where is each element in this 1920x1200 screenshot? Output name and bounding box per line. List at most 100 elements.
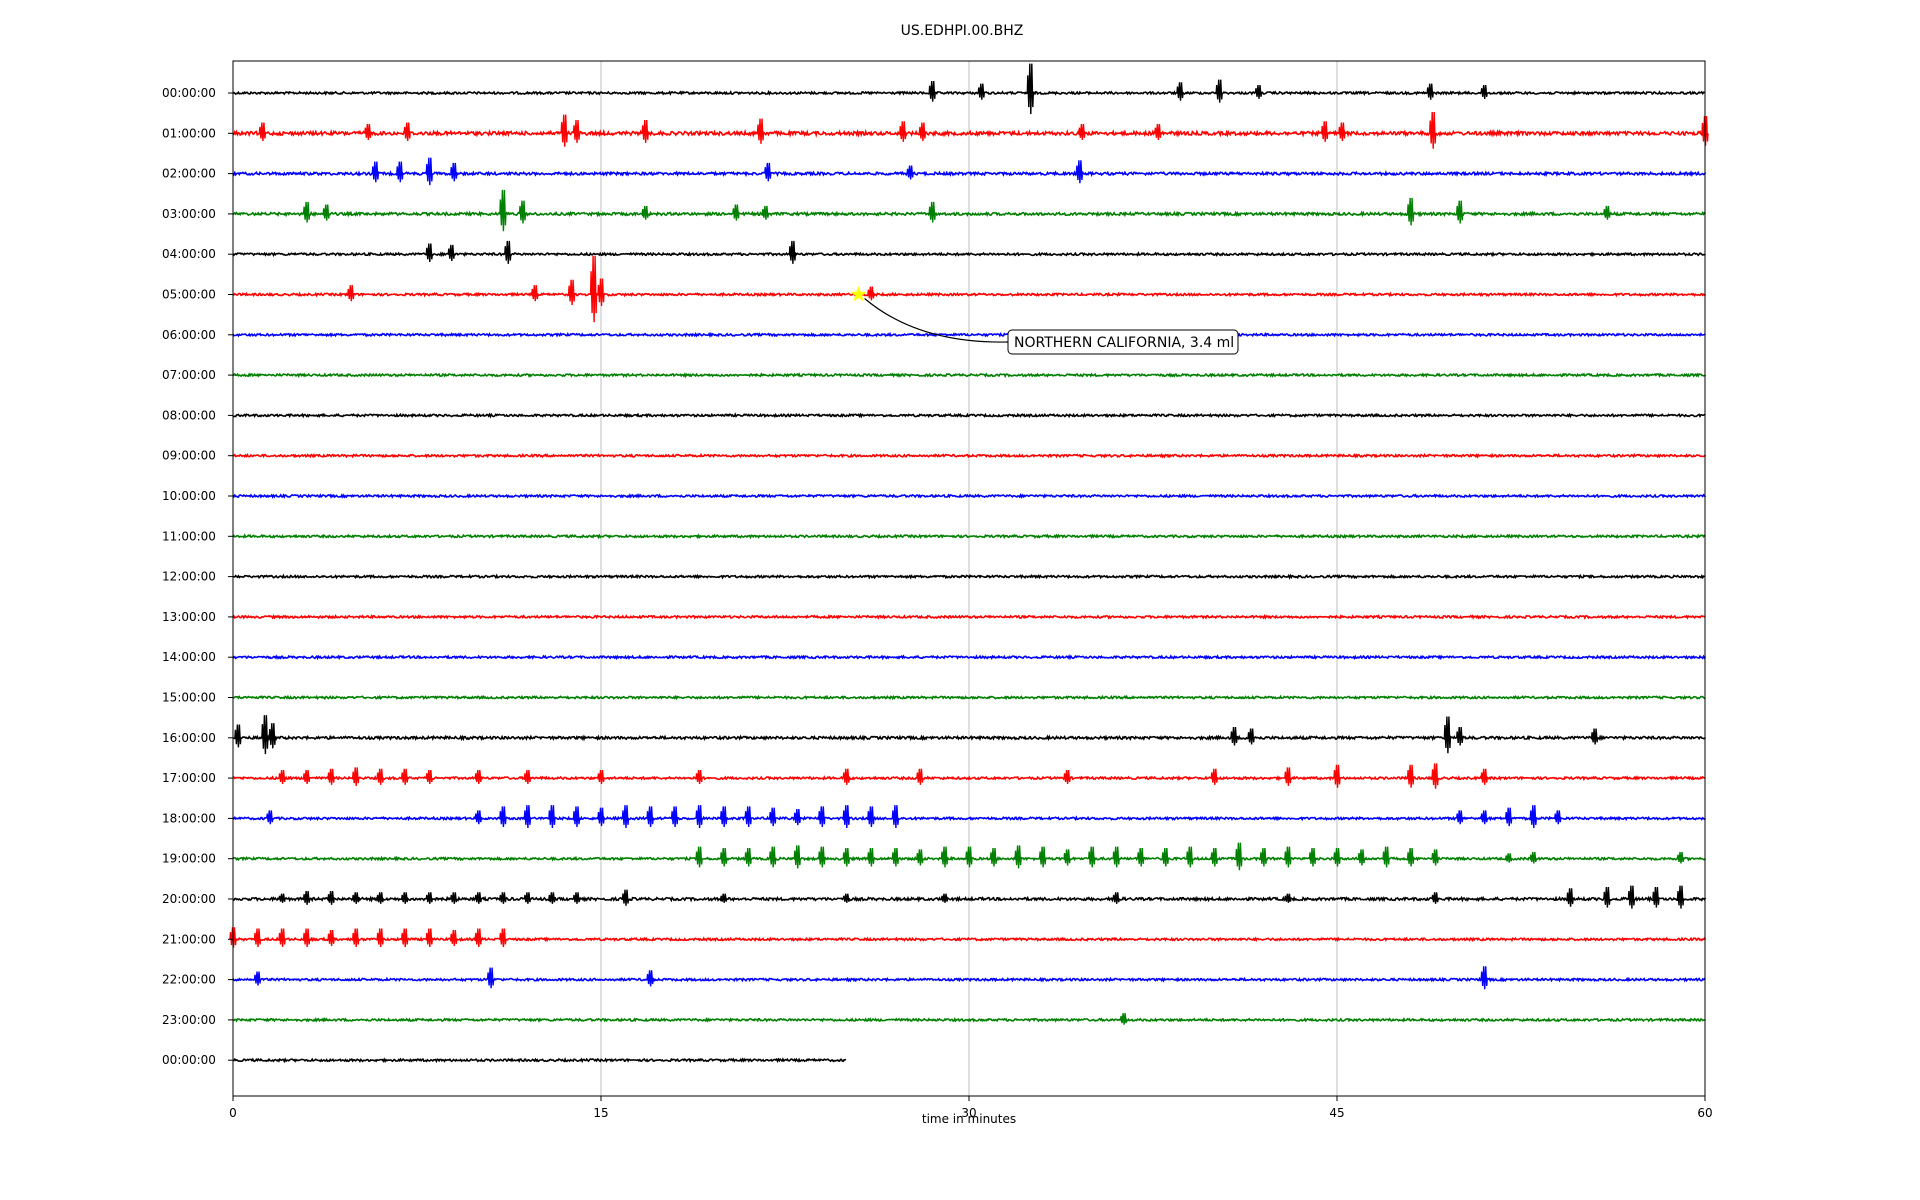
trace-row-13	[232, 613, 1706, 620]
spike-row-1-2	[403, 122, 411, 142]
spike-row-19-24	[1284, 846, 1292, 868]
spike-row-17-10	[695, 770, 703, 784]
trace-row-4	[232, 251, 1706, 258]
spike-row-5-2	[567, 279, 576, 306]
spike-row-20-24	[1676, 885, 1685, 909]
spike-row-1-12	[1338, 122, 1346, 142]
spike-row-18-9	[670, 806, 679, 828]
trace-row-6	[232, 331, 1706, 339]
spike-row-18-14	[793, 809, 801, 826]
spike-row-22-2	[646, 970, 654, 987]
row-label-9: 09:00:00	[162, 449, 216, 463]
spike-row-0-7	[1480, 84, 1488, 99]
annotation-text: NORTHERN CALIFORNIA, 3.4 ml	[1014, 335, 1234, 351]
spike-row-0-1	[977, 83, 985, 100]
spike-row-18-22	[1529, 805, 1537, 829]
spike-row-1-10	[1154, 123, 1162, 141]
spike-row-18-1	[474, 810, 482, 825]
spike-row-18-15	[818, 806, 826, 828]
spike-row-20-21	[1603, 886, 1611, 908]
spike-row-2-0	[371, 161, 379, 183]
trace-row-7	[232, 372, 1706, 379]
spike-row-16-3	[1230, 727, 1238, 746]
spike-row-21-4	[327, 929, 335, 947]
spike-row-16-1	[261, 715, 269, 755]
spike-row-20-16	[940, 893, 949, 903]
spike-row-19-11	[965, 846, 973, 868]
spike-row-0-2	[1026, 63, 1034, 115]
spike-row-19-0	[695, 846, 703, 868]
spike-row-20-6	[425, 892, 433, 904]
spike-row-19-18	[1137, 847, 1145, 867]
spike-row-18-8	[646, 806, 654, 828]
spike-row-5-4	[597, 278, 605, 307]
annotation-connector	[864, 298, 1009, 343]
row-label-24: 00:00:00	[162, 1053, 216, 1067]
spike-row-18-17	[867, 806, 875, 828]
spike-row-1-8	[918, 122, 927, 142]
row-label-15: 15:00:00	[162, 691, 216, 705]
trace-row-24	[232, 1057, 847, 1064]
spike-row-0-0	[928, 80, 936, 102]
spike-row-1-5	[641, 119, 649, 143]
spike-row-17-8	[523, 770, 532, 784]
spike-row-17-7	[474, 770, 482, 784]
spike-row-4-0	[425, 243, 433, 262]
spike-row-19-8	[891, 847, 900, 867]
spike-row-17-1	[302, 770, 311, 784]
spike-row-20-20	[1566, 888, 1574, 907]
spike-row-20-3	[352, 892, 360, 904]
spike-row-20-10	[523, 892, 532, 904]
spike-row-21-10	[474, 928, 482, 948]
spike-row-20-8	[474, 892, 482, 904]
row-label-12: 12:00:00	[162, 570, 216, 584]
spike-row-17-18	[1431, 763, 1439, 789]
spike-row-17-3	[352, 767, 360, 786]
trace-row-0	[232, 89, 1706, 96]
spike-row-5-0	[347, 285, 355, 302]
spike-row-20-17	[1112, 892, 1120, 904]
trace-row-23	[232, 1016, 1706, 1023]
trace-row-1	[232, 128, 1707, 138]
spike-row-2-6	[1075, 160, 1084, 184]
row-label-13: 13:00:00	[162, 610, 216, 624]
spike-row-20-1	[302, 890, 311, 905]
spike-row-21-5	[352, 928, 360, 948]
spike-row-1-6	[756, 118, 765, 144]
spike-row-17-17	[1406, 764, 1415, 788]
row-label-10: 10:00:00	[162, 489, 216, 503]
spike-row-17-6	[425, 770, 433, 784]
row-label-22: 22:00:00	[162, 973, 216, 987]
spike-row-20-7	[450, 892, 458, 904]
spike-row-20-12	[572, 892, 581, 904]
spike-row-19-16	[1088, 846, 1096, 868]
row-label-8: 08:00:00	[162, 408, 216, 422]
spike-row-20-14	[720, 893, 728, 903]
spike-row-1-11	[1321, 121, 1329, 142]
row-label-2: 02:00:00	[162, 167, 216, 181]
spike-row-19-29	[1406, 847, 1415, 867]
spike-row-19-31	[1505, 853, 1513, 863]
spike-row-21-3	[302, 928, 311, 948]
spike-row-18-6	[597, 807, 605, 827]
spike-row-18-10	[695, 805, 703, 829]
spike-row-19-21	[1210, 847, 1218, 867]
spike-row-1-3	[560, 114, 568, 147]
spike-row-19-13	[1014, 845, 1022, 869]
spike-row-3-3	[518, 200, 527, 224]
row-label-20: 20:00:00	[162, 892, 216, 906]
spike-row-19-6	[842, 847, 850, 867]
spike-row-3-1	[322, 204, 330, 221]
spike-row-1-1	[364, 123, 372, 141]
spike-row-3-10	[1603, 205, 1611, 220]
spike-row-5-3	[589, 255, 598, 323]
spike-row-20-13	[621, 889, 630, 906]
spike-row-19-1	[720, 847, 728, 867]
spike-row-17-13	[1063, 770, 1071, 784]
spike-row-19-23	[1259, 847, 1268, 867]
spike-row-19-10	[940, 846, 949, 868]
spike-row-0-4	[1215, 79, 1223, 103]
spike-row-18-16	[842, 805, 850, 829]
spike-row-19-12	[989, 847, 998, 867]
spike-row-5-1	[531, 285, 539, 302]
